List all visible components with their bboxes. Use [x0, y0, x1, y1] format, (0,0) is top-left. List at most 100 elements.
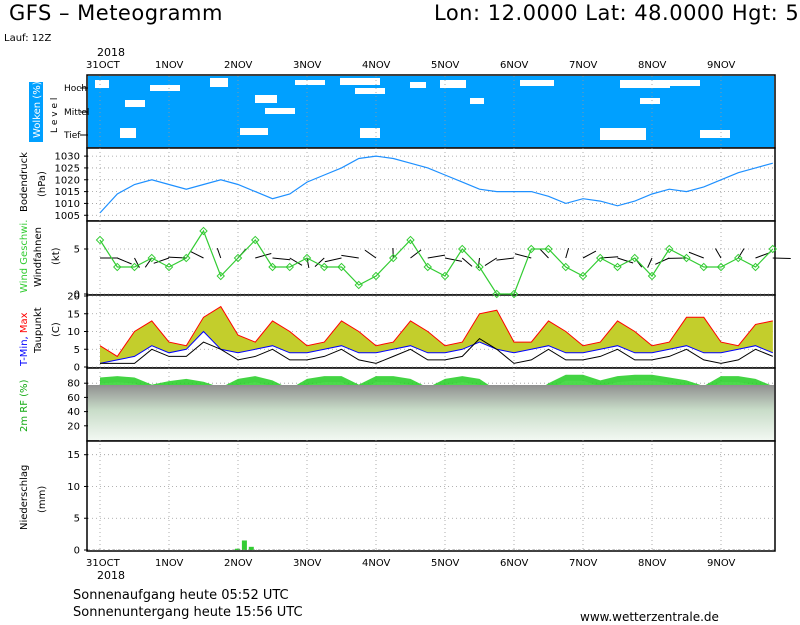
wind-speed-marker — [371, 271, 381, 281]
precip-bar — [248, 546, 254, 550]
cloud-gap — [240, 128, 268, 135]
humidity-label: 2m RF (%) — [19, 379, 30, 432]
wind-barb — [461, 257, 473, 267]
cloud-gap — [265, 108, 295, 114]
wind-speed-line — [99, 229, 774, 295]
cloud-cover-area — [88, 76, 774, 147]
wind-speed-marker — [440, 271, 450, 281]
date-label-top: 3NOV — [293, 60, 322, 71]
cloud-gap — [620, 80, 670, 88]
date-label-bottom: 3NOV — [293, 558, 322, 569]
precipitation-panel — [86, 440, 776, 552]
cloud-gap — [340, 78, 380, 85]
wind-speed-marker — [302, 253, 312, 263]
wind-barb — [144, 257, 153, 268]
wind-barb — [565, 247, 570, 259]
wind-speed-marker — [665, 244, 674, 254]
cloud-gap — [600, 128, 646, 140]
cloud-label-box — [29, 82, 43, 142]
wind-speed-marker — [630, 253, 639, 263]
cloud-gap — [355, 88, 385, 94]
y-tick-label: 10 — [67, 327, 80, 338]
wind-speed-marker — [216, 271, 225, 281]
wind-speed-marker — [354, 280, 363, 290]
wind-speed-marker — [147, 253, 156, 263]
cloud-gap — [210, 78, 228, 87]
temperature-axis-label: T-Min, Max Taupunkt (C) — [19, 307, 62, 367]
cloud-level-low: Tief — [63, 131, 81, 141]
wind-speed-marker — [682, 253, 691, 263]
date-label-bottom: 9NOV — [707, 558, 736, 569]
wind-speed-marker — [647, 271, 657, 281]
year-label-bottom: 2018 — [97, 569, 125, 582]
wind-speed-marker — [751, 262, 760, 272]
gridlines — [88, 76, 774, 551]
y-tick-label: 20 — [67, 421, 80, 432]
wind-speed-marker — [544, 244, 553, 254]
wind-speed-marker — [182, 253, 191, 263]
date-label-bottom: 6NOV — [500, 558, 529, 569]
wind-speed-marker — [596, 253, 605, 263]
wind-speed-marker — [578, 271, 588, 281]
wind-barb — [444, 257, 463, 262]
date-label-top: 8NOV — [638, 60, 667, 71]
precip-label: Niederschlag — [19, 465, 30, 530]
wind-barb — [314, 257, 325, 267]
wind-speed-marker — [509, 289, 519, 299]
pressure-axis-label: Bodendruck (hPa) — [19, 152, 48, 212]
wind-speed-marker — [285, 262, 294, 272]
precip-unit: (mm) — [37, 486, 48, 513]
y-tick-label: 15 — [67, 450, 80, 461]
temperature-unit: (C) — [51, 322, 62, 337]
wind-barb — [272, 257, 291, 261]
wind-speed-marker — [716, 262, 726, 272]
pressure-line — [99, 155, 773, 214]
date-label-top: 9NOV — [707, 60, 736, 71]
y-tick-label: 1005 — [55, 211, 80, 222]
cloud-gap — [640, 98, 660, 104]
wind-speed-marker — [233, 253, 243, 263]
wind-axis-label: Wind Geschwi. Windfahnen (kt) — [19, 220, 62, 293]
wind-speed-marker — [130, 262, 139, 272]
wind-barb — [341, 254, 359, 259]
dewpoint-label: Taupunkt — [33, 307, 44, 354]
sunset-text: Sonnenuntergang heute 15:56 UTC — [73, 605, 303, 620]
wind-barb — [306, 257, 310, 269]
y-tick-label: 5 — [74, 514, 80, 525]
wind-speed-marker — [389, 253, 398, 263]
wind-barb — [189, 250, 204, 259]
wind-barb — [688, 251, 704, 259]
y-tick-label: 10 — [67, 482, 80, 493]
date-label-bottom: 4NOV — [362, 558, 391, 569]
level-label: L e v e l — [50, 98, 60, 133]
wind-barb — [324, 257, 342, 263]
wind-speed-marker — [475, 262, 484, 272]
wind-barbs — [100, 247, 791, 269]
y-tick-label: 5 — [74, 245, 80, 256]
year-label-top: 2018 — [97, 46, 125, 59]
wind-barb — [255, 252, 272, 259]
y-tick-label: 0 — [74, 546, 80, 557]
cloud-fill — [88, 76, 774, 147]
plot-series — [88, 155, 791, 551]
cloud-gap — [255, 95, 277, 103]
wind-barb — [582, 250, 597, 259]
date-label-bottom: 5NOV — [431, 558, 460, 569]
cloud-label: Wolken (%) — [32, 81, 43, 138]
cloud-level-high: Hoch — [64, 84, 87, 94]
cloud-gap — [520, 80, 554, 86]
wind-barbs-label: Windfahnen — [33, 227, 44, 287]
date-label-bottom: 7NOV — [569, 558, 598, 569]
precip-bar — [235, 548, 240, 550]
wind-speed-marker — [268, 262, 277, 272]
source-link[interactable]: www.wetterzentrale.de — [580, 610, 719, 624]
tmax-label: Max — [19, 312, 30, 333]
tmin-label: T-Min, — [19, 336, 30, 367]
wind-barb — [496, 257, 515, 261]
y-tick-label: 0 — [74, 290, 80, 301]
y-tick-label: 1020 — [55, 175, 80, 186]
date-label-top: 6NOV — [500, 60, 529, 71]
y-tick-label: 1025 — [55, 163, 80, 174]
